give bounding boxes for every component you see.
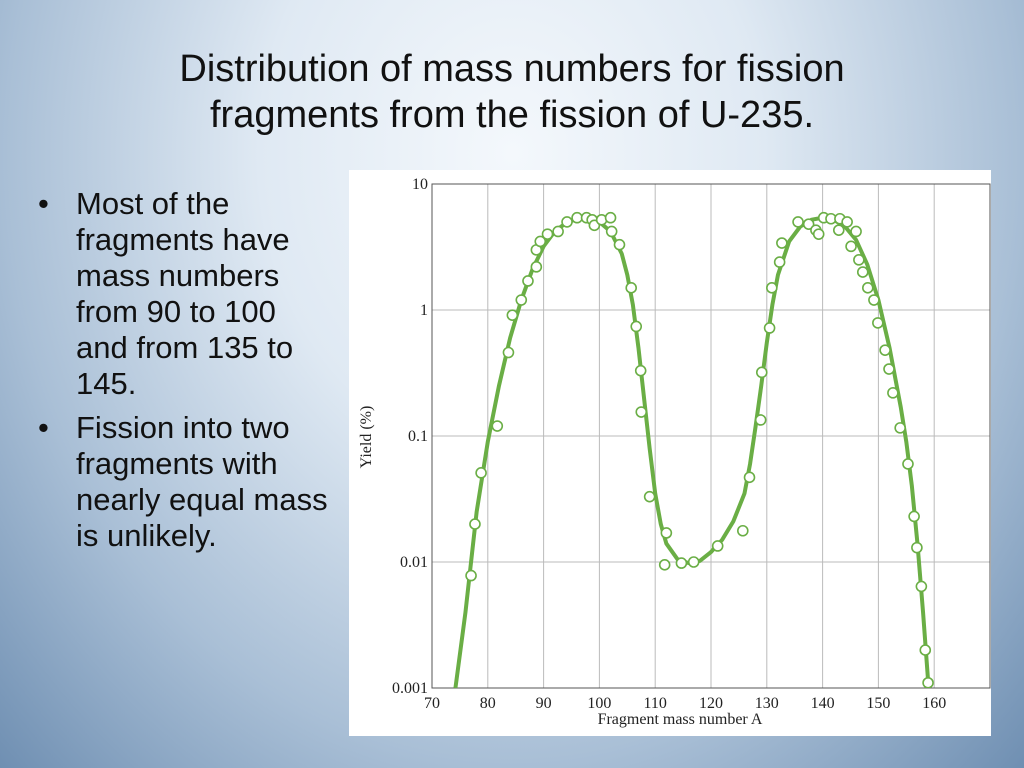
y-axis-label: Yield (%) xyxy=(358,406,375,469)
data-point xyxy=(469,518,481,530)
data-point xyxy=(561,216,573,228)
x-tick-label: 80 xyxy=(480,695,496,712)
x-tick-label: 160 xyxy=(922,695,946,712)
data-point xyxy=(883,363,895,375)
x-tick-label: 130 xyxy=(755,695,779,712)
data-point xyxy=(660,527,673,539)
y-tick-label: 0.01 xyxy=(400,554,428,571)
data-point xyxy=(894,422,906,434)
data-point xyxy=(915,580,928,593)
data-point xyxy=(879,344,891,356)
plot-frame xyxy=(431,183,991,689)
data-point xyxy=(737,524,749,537)
y-tick-label: 0.001 xyxy=(392,680,428,697)
data-point xyxy=(872,317,884,329)
bullet-list: Most of the fragments have mass numbers … xyxy=(28,186,328,562)
slide-title: Distribution of mass numbers for fission… xyxy=(179,48,845,136)
x-tick-label: 70 xyxy=(424,695,440,712)
data-point xyxy=(919,644,932,656)
data-point xyxy=(776,237,788,249)
data-point xyxy=(845,240,857,253)
data-point xyxy=(922,676,934,688)
y-tick-label: 10 xyxy=(412,176,428,193)
data-point xyxy=(908,510,920,523)
x-tick-label: 140 xyxy=(811,695,835,712)
data-point xyxy=(475,467,487,479)
x-tick-label: 150 xyxy=(866,695,890,712)
data-point xyxy=(766,282,778,294)
data-point xyxy=(687,556,700,568)
data-point xyxy=(506,309,519,321)
x-axis-label: Fragment mass number A xyxy=(598,711,763,728)
bullet: Most of the fragments have mass numbers … xyxy=(38,186,328,402)
data-point xyxy=(763,322,776,334)
data-point xyxy=(802,218,815,230)
data-point xyxy=(853,254,865,266)
data-point xyxy=(491,420,504,432)
data-point xyxy=(754,414,767,426)
data-point xyxy=(530,261,543,273)
data-point xyxy=(902,458,914,470)
data-point xyxy=(658,559,671,571)
data-point xyxy=(792,216,804,228)
data-point xyxy=(643,490,656,503)
bullet: Fission into two fragments with nearly e… xyxy=(38,410,328,554)
x-tick-label: 110 xyxy=(643,695,666,712)
data-point xyxy=(911,541,923,554)
data-point xyxy=(634,364,647,377)
data-point xyxy=(534,235,547,248)
data-point xyxy=(465,569,477,582)
data-point xyxy=(675,557,688,569)
data-point xyxy=(861,282,874,294)
data-point xyxy=(832,224,845,236)
chart-background xyxy=(349,170,991,736)
data-point xyxy=(625,282,638,294)
data-point xyxy=(605,225,618,238)
plot-area xyxy=(453,211,934,688)
data-point xyxy=(571,211,583,224)
data-point xyxy=(515,294,528,306)
data-point xyxy=(635,406,648,418)
data-point xyxy=(850,225,862,238)
data-point xyxy=(630,320,643,333)
data-point xyxy=(887,387,899,399)
data-point xyxy=(755,366,768,379)
data-point xyxy=(552,225,564,238)
data-point xyxy=(711,540,724,552)
data-point xyxy=(812,228,825,240)
data-point xyxy=(541,228,554,240)
data-point xyxy=(856,266,869,278)
data-point xyxy=(868,294,880,306)
data-point xyxy=(773,256,786,268)
data-point xyxy=(502,346,515,359)
x-tick-label: 120 xyxy=(699,695,723,712)
y-tick-label: 0.1 xyxy=(408,428,428,445)
chart: Fragment mass number A Yield (%) 70 80 90 1… xyxy=(349,170,991,736)
x-tick-label: 100 xyxy=(587,695,611,712)
x-tick-label: 90 xyxy=(536,695,552,712)
data-point xyxy=(604,211,617,224)
data-point xyxy=(522,275,534,287)
data-point xyxy=(743,471,756,484)
y-tick-label: 1 xyxy=(420,302,428,319)
data-point xyxy=(613,238,626,251)
data-point xyxy=(841,216,853,228)
